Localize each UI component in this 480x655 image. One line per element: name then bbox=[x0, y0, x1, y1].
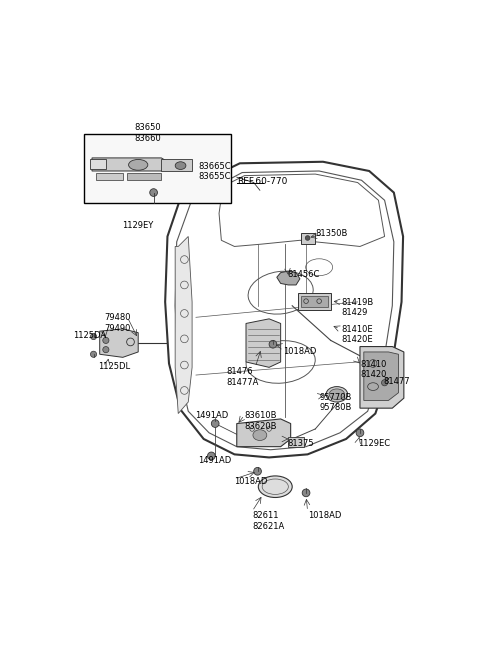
Polygon shape bbox=[301, 233, 315, 244]
Bar bbox=[299, 293, 331, 310]
Text: 1125DL: 1125DL bbox=[98, 362, 130, 371]
Text: 83665C
83655C: 83665C 83655C bbox=[198, 162, 231, 181]
Text: 83650
83660: 83650 83660 bbox=[134, 123, 161, 143]
Text: 1125DA: 1125DA bbox=[73, 331, 107, 340]
Text: 95770B
95780B: 95770B 95780B bbox=[320, 393, 352, 412]
Text: 1018AD: 1018AD bbox=[308, 512, 341, 520]
Circle shape bbox=[382, 380, 388, 386]
Text: 81350B: 81350B bbox=[315, 229, 348, 238]
Text: 1018AD: 1018AD bbox=[234, 477, 268, 487]
Circle shape bbox=[211, 420, 219, 428]
Ellipse shape bbox=[253, 430, 267, 441]
Ellipse shape bbox=[329, 389, 345, 400]
Text: 1491AD: 1491AD bbox=[198, 456, 231, 465]
Text: 81410
81420: 81410 81420 bbox=[360, 360, 386, 379]
Text: 1129EY: 1129EY bbox=[122, 221, 154, 230]
Circle shape bbox=[305, 236, 310, 240]
Polygon shape bbox=[127, 172, 161, 180]
Polygon shape bbox=[237, 419, 291, 447]
Text: 1129EC: 1129EC bbox=[359, 439, 391, 448]
Polygon shape bbox=[246, 319, 281, 367]
Text: 81476
81477A: 81476 81477A bbox=[227, 367, 259, 386]
Text: 81419B
81429: 81419B 81429 bbox=[341, 298, 374, 318]
Circle shape bbox=[90, 333, 96, 340]
Text: 82611
82621A: 82611 82621A bbox=[252, 512, 285, 531]
Polygon shape bbox=[288, 437, 304, 447]
Circle shape bbox=[302, 489, 310, 496]
Polygon shape bbox=[175, 236, 192, 413]
Circle shape bbox=[269, 341, 277, 348]
Text: 79480
79490: 79480 79490 bbox=[104, 314, 131, 333]
Circle shape bbox=[254, 468, 262, 475]
Polygon shape bbox=[277, 271, 300, 285]
Text: 81456C: 81456C bbox=[288, 270, 320, 278]
Text: 1491AD: 1491AD bbox=[195, 411, 228, 421]
Text: 81410E
81420E: 81410E 81420E bbox=[341, 325, 373, 345]
Circle shape bbox=[90, 351, 96, 358]
Polygon shape bbox=[360, 346, 404, 408]
Circle shape bbox=[207, 452, 215, 460]
Circle shape bbox=[150, 189, 157, 196]
Text: REF.60-770: REF.60-770 bbox=[237, 177, 287, 186]
Ellipse shape bbox=[258, 476, 292, 498]
Text: 81375: 81375 bbox=[288, 439, 314, 448]
Polygon shape bbox=[161, 159, 192, 171]
Bar bbox=[84, 134, 230, 203]
Polygon shape bbox=[100, 329, 138, 358]
Bar bbox=[301, 296, 328, 307]
Text: 81477: 81477 bbox=[383, 377, 410, 386]
Circle shape bbox=[103, 337, 109, 343]
Polygon shape bbox=[92, 158, 173, 171]
Text: 1018AD: 1018AD bbox=[283, 346, 316, 356]
Text: 83610B
83620B: 83610B 83620B bbox=[244, 411, 277, 430]
Ellipse shape bbox=[129, 159, 148, 170]
Ellipse shape bbox=[175, 162, 186, 170]
Polygon shape bbox=[96, 172, 123, 180]
Circle shape bbox=[356, 429, 364, 437]
Circle shape bbox=[103, 346, 109, 353]
Polygon shape bbox=[90, 159, 106, 170]
Ellipse shape bbox=[326, 386, 348, 402]
Polygon shape bbox=[364, 352, 398, 400]
